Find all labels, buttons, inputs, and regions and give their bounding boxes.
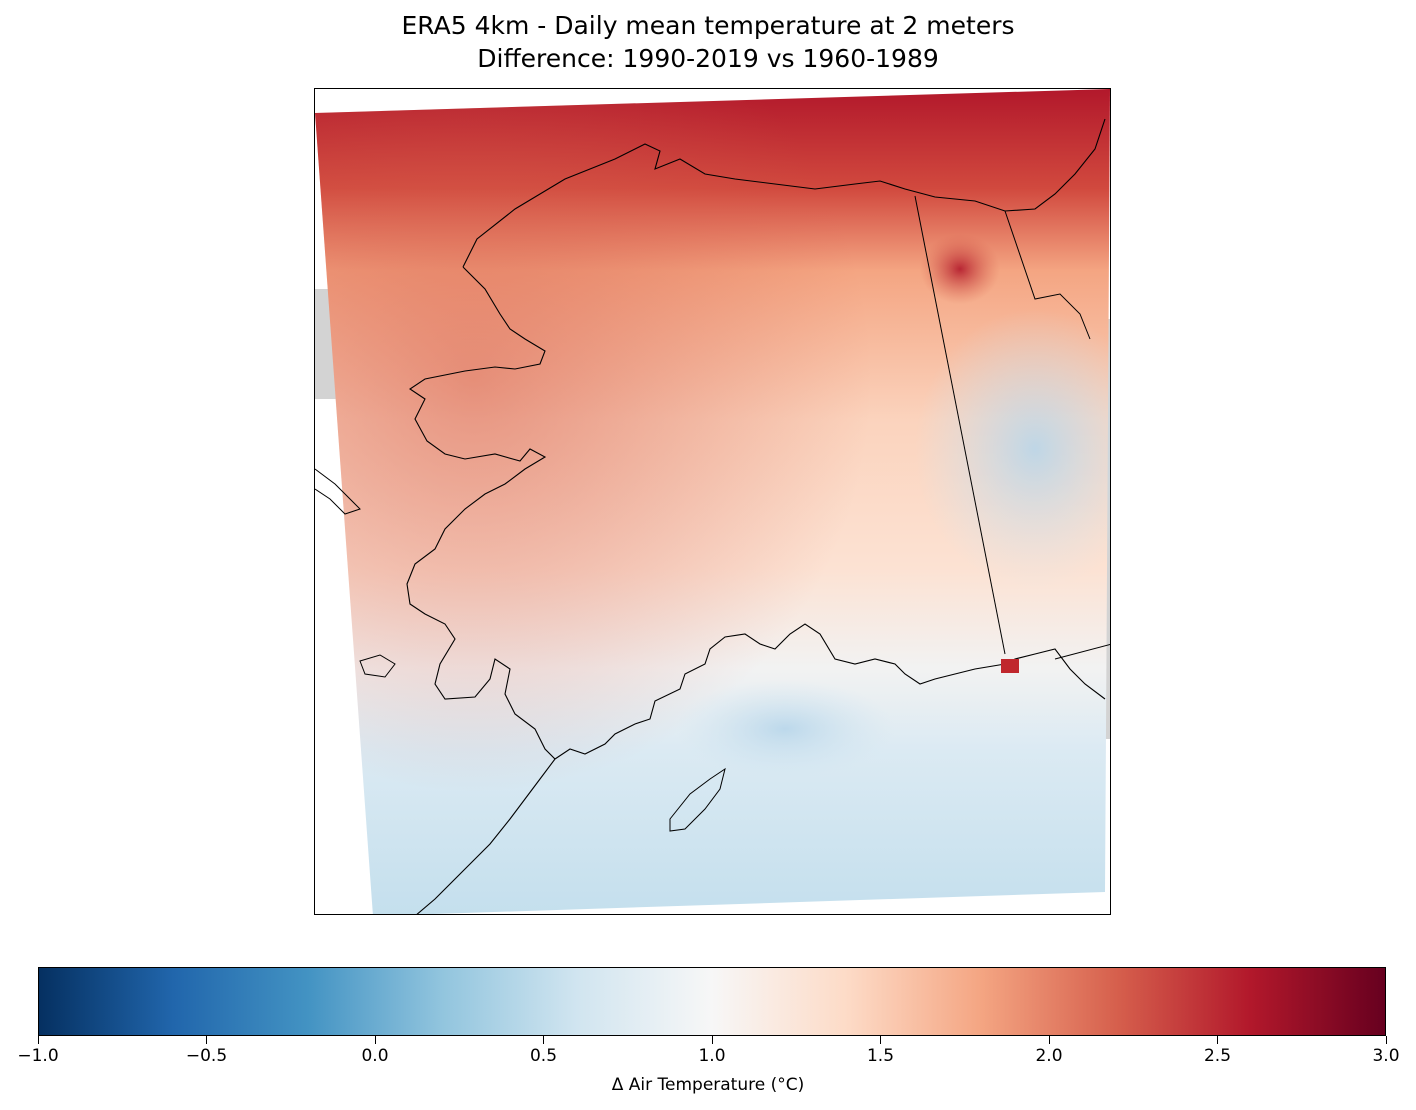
border-yukon-nwt <box>1004 210 1091 340</box>
colorbar-tick <box>1385 1036 1387 1044</box>
colorbar-tick <box>37 1036 39 1044</box>
colorbar-tick <box>374 1036 376 1044</box>
coastline <box>406 118 1106 914</box>
colorbar-tick <box>1217 1036 1218 1044</box>
cool-anomaly-yukon <box>915 309 1110 589</box>
cool-anomaly-gulf <box>675 679 895 779</box>
colorbar-tick-label: 1.5 <box>866 1046 895 1066</box>
chart-title-line1: ERA5 4km - Daily mean temperature at 2 m… <box>401 11 1015 40</box>
colorbar-tick-label: 1.0 <box>698 1046 726 1066</box>
colorbar-tick <box>711 1036 713 1044</box>
temperature-map <box>315 89 1110 914</box>
colorbar-tick-label: 0.0 <box>361 1046 389 1066</box>
colorbar-tick <box>880 1036 881 1044</box>
colorbar-tick <box>1048 1036 1050 1044</box>
island-st-lawrence <box>315 468 361 515</box>
colorbar-tick <box>543 1036 544 1044</box>
border-bc <box>1054 644 1110 660</box>
colorbar-label: Δ Air Temperature (°C) <box>611 1075 805 1095</box>
colorbar-tick-label: −1.0 <box>17 1046 59 1066</box>
colorbar-tick-label: 0.5 <box>529 1046 558 1066</box>
colorbar-tick <box>206 1036 207 1044</box>
colorbar-tick-label: 2.5 <box>1203 1046 1232 1066</box>
island-nunivak <box>359 654 396 678</box>
border-alaska-canada <box>914 195 1006 655</box>
warm-anomaly-north <box>920 234 1000 304</box>
colorbar-tick-label: 3.0 <box>1372 1046 1400 1066</box>
chart-title-line2: Difference: 1990-2019 vs 1960-1989 <box>477 44 939 73</box>
colorbar-tick-label: 2.0 <box>1035 1046 1063 1066</box>
colorbar <box>38 967 1386 1036</box>
colorbar-tick-label: −0.5 <box>185 1046 228 1066</box>
map-panel <box>314 88 1111 915</box>
warm-speckle <box>1001 659 1019 673</box>
island-kodiak <box>669 767 726 832</box>
